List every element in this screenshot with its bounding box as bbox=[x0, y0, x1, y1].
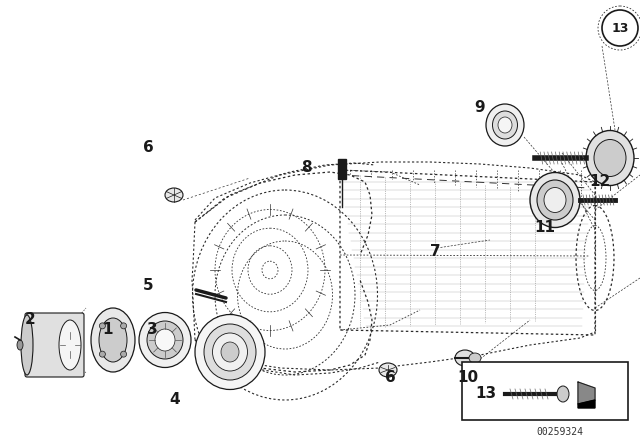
Ellipse shape bbox=[17, 340, 23, 350]
Text: 10: 10 bbox=[458, 370, 479, 385]
Ellipse shape bbox=[59, 320, 81, 370]
Circle shape bbox=[99, 323, 106, 329]
Ellipse shape bbox=[165, 188, 183, 202]
Ellipse shape bbox=[537, 180, 573, 220]
Text: 11: 11 bbox=[534, 220, 556, 236]
Ellipse shape bbox=[147, 321, 183, 359]
Ellipse shape bbox=[498, 117, 512, 133]
Bar bbox=[338, 159, 346, 179]
Circle shape bbox=[120, 351, 127, 357]
Text: 4: 4 bbox=[170, 392, 180, 408]
Ellipse shape bbox=[379, 363, 397, 377]
Ellipse shape bbox=[155, 329, 175, 351]
Text: 00259324: 00259324 bbox=[536, 427, 584, 437]
Ellipse shape bbox=[221, 342, 239, 362]
Text: 13: 13 bbox=[611, 22, 628, 34]
Ellipse shape bbox=[139, 313, 191, 367]
Ellipse shape bbox=[493, 111, 518, 139]
Text: 13: 13 bbox=[475, 387, 496, 401]
Text: 6: 6 bbox=[143, 141, 154, 155]
Circle shape bbox=[99, 351, 106, 357]
Ellipse shape bbox=[91, 308, 135, 372]
Ellipse shape bbox=[486, 104, 524, 146]
Ellipse shape bbox=[594, 139, 626, 177]
Text: 5: 5 bbox=[143, 277, 154, 293]
Text: 7: 7 bbox=[429, 245, 440, 259]
Ellipse shape bbox=[557, 386, 569, 402]
Text: 2: 2 bbox=[24, 313, 35, 327]
Ellipse shape bbox=[469, 353, 481, 363]
Ellipse shape bbox=[530, 172, 580, 228]
Text: 3: 3 bbox=[147, 323, 157, 337]
Ellipse shape bbox=[455, 350, 475, 366]
Ellipse shape bbox=[99, 318, 127, 362]
Text: 8: 8 bbox=[301, 160, 311, 176]
Bar bbox=[462, 362, 628, 420]
Text: 9: 9 bbox=[475, 100, 485, 116]
Ellipse shape bbox=[21, 315, 33, 375]
Text: 12: 12 bbox=[589, 175, 611, 190]
Ellipse shape bbox=[544, 188, 566, 212]
Ellipse shape bbox=[212, 333, 248, 371]
FancyBboxPatch shape bbox=[25, 313, 84, 377]
Polygon shape bbox=[578, 382, 595, 404]
Circle shape bbox=[602, 10, 638, 46]
Ellipse shape bbox=[204, 324, 256, 380]
Text: 6: 6 bbox=[385, 370, 396, 385]
Ellipse shape bbox=[195, 314, 265, 389]
Ellipse shape bbox=[586, 130, 634, 185]
Text: 1: 1 bbox=[103, 323, 113, 337]
Polygon shape bbox=[578, 400, 595, 408]
Circle shape bbox=[120, 323, 127, 329]
